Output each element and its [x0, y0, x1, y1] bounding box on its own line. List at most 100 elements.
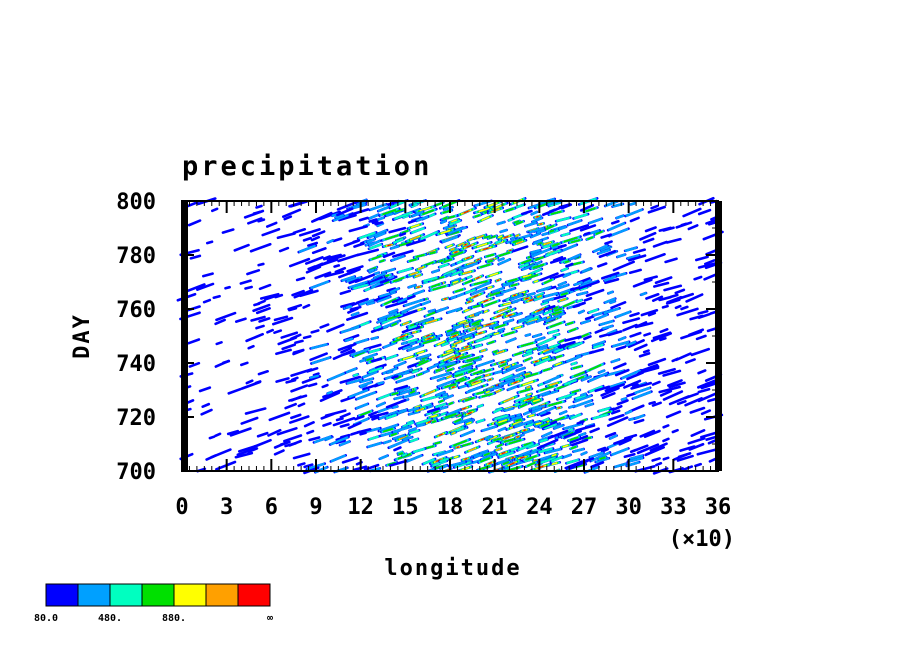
precip-cell-core: [616, 253, 626, 259]
precip-cell-core: [479, 263, 491, 269]
precip-cell-core: [369, 243, 382, 250]
precip-cell-core: [534, 296, 543, 301]
precip-cell: [304, 256, 324, 265]
colorbar-swatch: [45, 583, 79, 607]
precip-cell-core: [532, 398, 540, 403]
precip-cell-core: [573, 281, 583, 286]
precip-cell-core: [368, 435, 379, 441]
precip-cell: [215, 311, 237, 322]
precip-cell-core: [466, 244, 472, 248]
precip-cell: [240, 380, 262, 390]
precip-cell: [688, 442, 705, 451]
precip-cell-core: [383, 428, 394, 433]
precip-cell: [258, 283, 272, 291]
precip-cell: [288, 439, 303, 447]
precip-cell: [663, 284, 683, 292]
precip-cell-core: [566, 459, 579, 464]
precip-cell-core: [532, 239, 543, 245]
precip-cell-core: [461, 333, 473, 339]
precip-cell-core: [580, 333, 589, 338]
precip-cell-core: [442, 350, 454, 356]
precip-cell-core: [387, 314, 401, 320]
precip-cell: [653, 281, 670, 288]
precip-cell-core: [526, 315, 539, 322]
precip-cell-core: [376, 381, 385, 386]
precip-cell: [370, 357, 383, 363]
precip-cell: [311, 247, 327, 255]
precip-cell-core: [549, 358, 555, 362]
precip-cell: [278, 246, 290, 253]
precip-cell-core: [578, 432, 586, 437]
precip-cell-core: [330, 454, 346, 463]
x-tick-label: 12: [347, 495, 374, 520]
precip-cell: [258, 317, 271, 323]
precip-cell: [303, 421, 315, 428]
precip-cell-core: [442, 216, 448, 220]
precip-cell-core: [624, 246, 638, 252]
precip-cell-core: [561, 232, 570, 237]
precip-cell-core: [391, 255, 405, 262]
precip-cell-core: [563, 301, 575, 308]
precip-cell-core: [530, 210, 538, 216]
precip-cell: [244, 285, 253, 290]
precip-cell-core: [618, 336, 626, 341]
precip-cell-core: [382, 209, 397, 216]
precip-cell: [628, 268, 642, 275]
precip-cell: [324, 409, 347, 417]
precipitation-field: [176, 196, 724, 475]
precip-cell-core: [599, 320, 614, 326]
precip-cell-core: [625, 340, 637, 347]
precip-cell: [353, 242, 365, 248]
precip-cell-core: [399, 435, 406, 440]
precip-cell-core: [550, 308, 554, 311]
precip-cell-core: [441, 392, 448, 397]
precip-cell-core: [440, 219, 447, 224]
precip-cell-core: [520, 456, 525, 459]
precip-cell: [205, 240, 214, 245]
colorbar-swatch: [109, 583, 143, 607]
precip-cell: [604, 240, 613, 245]
precip-cell-core: [535, 336, 545, 342]
precip-cell-core: [609, 434, 618, 440]
precip-cell: [608, 413, 625, 421]
precip-cell: [552, 243, 567, 251]
precip-cell-core: [393, 276, 405, 283]
precip-cell-core: [541, 356, 549, 360]
precip-cell-core: [435, 306, 449, 313]
precip-cell: [306, 429, 315, 435]
precip-cell-core: [353, 283, 368, 290]
precip-cell: [569, 434, 589, 444]
precip-cell-core: [516, 395, 530, 402]
precip-cell-core: [532, 333, 542, 338]
precip-cell-core: [573, 370, 588, 377]
precip-cell: [539, 272, 559, 282]
precip-cell: [339, 375, 362, 384]
precip-cell: [338, 269, 357, 279]
precip-cell-core: [502, 281, 513, 287]
precip-cell-core: [340, 325, 360, 334]
precip-cell-core: [483, 247, 489, 250]
precip-cell-core: [507, 314, 512, 317]
precip-cell-core: [537, 346, 548, 351]
precip-cell-core: [536, 229, 546, 234]
precip-cell: [579, 224, 597, 232]
precip-cell-core: [584, 436, 592, 440]
precip-cell: [305, 265, 322, 274]
precip-cell-core: [625, 410, 633, 415]
precip-cell: [297, 462, 306, 467]
precip-cell: [340, 346, 353, 354]
precip-cell-core: [411, 227, 425, 234]
precip-cell-core: [451, 248, 455, 251]
precip-cell: [339, 289, 352, 295]
precip-cell-core: [402, 345, 412, 350]
precip-cell: [184, 283, 206, 293]
precip-cell-core: [505, 371, 525, 382]
precip-cell-core: [362, 370, 378, 379]
precip-cell: [322, 389, 343, 399]
x-tick-label: 9: [309, 495, 322, 520]
precip-cell: [632, 278, 653, 288]
precip-cell-core: [437, 377, 446, 382]
precip-cell: [303, 463, 314, 469]
precip-cell: [687, 224, 699, 231]
precip-cell: [644, 446, 665, 457]
